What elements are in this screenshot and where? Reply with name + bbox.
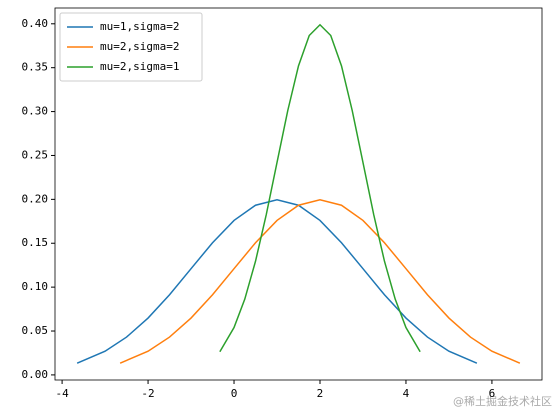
x-tick-label: 2 xyxy=(317,387,324,400)
x-tick-label: 6 xyxy=(489,387,496,400)
y-tick-label: 0.40 xyxy=(22,17,49,30)
x-tick-label: -4 xyxy=(55,387,69,400)
y-tick-label: 0.35 xyxy=(22,61,49,74)
y-tick-label: 0.10 xyxy=(22,280,49,293)
legend-label: mu=1,sigma=2 xyxy=(100,20,179,33)
line-series xyxy=(76,199,478,364)
x-tick-label: 4 xyxy=(403,387,410,400)
x-tick-label: -2 xyxy=(141,387,154,400)
y-tick-label: 0.20 xyxy=(22,192,49,205)
plot-frame xyxy=(54,7,543,381)
y-tick-label: 0.30 xyxy=(22,105,49,118)
y-tick-label: 0.25 xyxy=(22,148,49,161)
legend-label: mu=2,sigma=1 xyxy=(100,60,179,73)
legend-box xyxy=(59,12,203,82)
line-series xyxy=(219,23,421,353)
y-tick-label: 0.00 xyxy=(22,368,49,381)
y-tick-label: 0.05 xyxy=(22,324,49,337)
y-tick-label: 0.15 xyxy=(22,236,49,249)
line-series xyxy=(119,199,521,364)
x-tick-label: 0 xyxy=(231,387,238,400)
watermark: @稀土掘金技术社区 xyxy=(453,394,552,408)
legend-label: mu=2,sigma=2 xyxy=(100,40,179,53)
